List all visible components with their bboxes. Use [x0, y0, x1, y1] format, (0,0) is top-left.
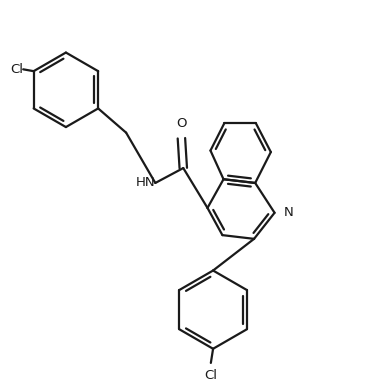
- Text: O: O: [176, 117, 187, 130]
- Text: N: N: [284, 206, 294, 219]
- Text: HN: HN: [136, 176, 155, 189]
- Text: Cl: Cl: [204, 369, 217, 382]
- Text: Cl: Cl: [10, 63, 23, 76]
